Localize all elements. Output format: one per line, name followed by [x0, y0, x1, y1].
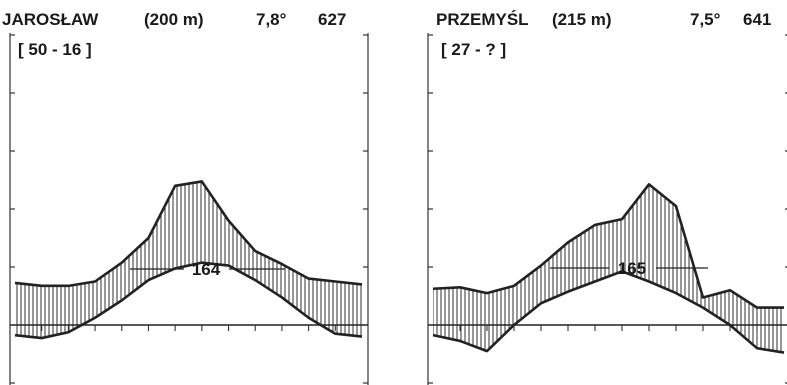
- observation-years: [ 50 - 16 ]: [18, 40, 92, 59]
- station-elevation: (215 m): [552, 10, 612, 29]
- annotation-value: 164: [192, 260, 221, 279]
- climate-chart-przemysl: 165 PRZEMYŚL (215 m) 7,5° 641 [ 27 - ? ]: [427, 10, 787, 385]
- right-axis-ticks: [363, 34, 368, 384]
- station-elevation: (200 m): [144, 10, 204, 29]
- observation-years: [ 27 - ? ]: [441, 40, 506, 59]
- annotation-value: 165: [618, 259, 646, 278]
- climate-chart-jaroslaw: 164 JAROSŁAW (200 m) 7,8° 627 [ 50 - 16 …: [2, 10, 369, 385]
- precipitation-line: [14, 180, 363, 288]
- mean-temperature: 7,5°: [690, 10, 721, 29]
- annual-precipitation: 627: [318, 10, 346, 29]
- station-name: PRZEMYŚL: [436, 10, 529, 29]
- temperature-line: [14, 261, 363, 340]
- mean-temperature: 7,8°: [256, 10, 287, 29]
- precipitation-line: [432, 183, 784, 309]
- month-ticks: [41, 325, 336, 331]
- left-axis-ticks: [428, 34, 433, 384]
- temperature-line: [432, 270, 785, 354]
- station-name: JAROSŁAW: [2, 10, 99, 29]
- left-axis-ticks: [10, 34, 15, 384]
- month-ticks: [459, 325, 758, 331]
- right-axis-ticks: [785, 34, 787, 384]
- annual-precipitation: 641: [743, 10, 771, 29]
- humid-period-hatch: [15, 181, 362, 339]
